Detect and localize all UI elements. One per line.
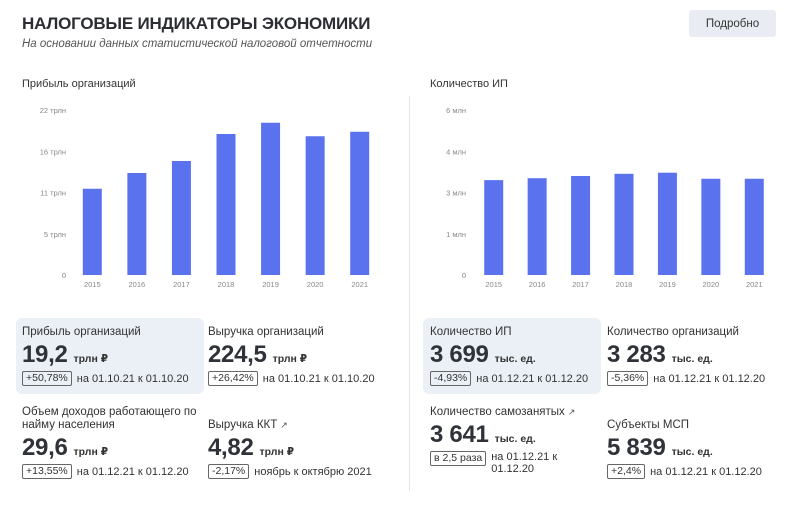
- bar-2017[interactable]: [571, 176, 591, 275]
- y-tick-label: 22 трлн: [40, 106, 66, 115]
- change-badge: +2,4%: [607, 464, 646, 479]
- x-tick-label: 2021: [351, 280, 368, 289]
- bar-2021[interactable]: [744, 178, 764, 275]
- x-tick-label: 2015: [485, 280, 502, 289]
- change-period: на 01.12.21 к 01.12.20: [491, 451, 558, 475]
- stat-revenue[interactable]: Выручка организаций 224,5 трлн ₽ +26,42%…: [208, 326, 403, 386]
- y-tick-label: 3 млн: [446, 189, 466, 198]
- ip-chart: Количество ИП 0 1 млн 3 млн 4 млн 6 млн 2015 2…: [430, 78, 785, 298]
- y-tick-label: 0: [462, 271, 466, 280]
- stat-label: Количество организаций: [607, 326, 739, 338]
- profit-chart-title: Прибыль организаций: [22, 78, 136, 90]
- bar-2016[interactable]: [527, 178, 547, 275]
- page-subtitle: На основании данных статистической налог…: [22, 38, 373, 50]
- change-period: на 01.10.21 к 01.10.20: [76, 372, 189, 385]
- stat-msp[interactable]: Субъекты МСП 5 839 тыс. ед. +2,4% на 01.…: [607, 419, 787, 479]
- bar-2021[interactable]: [350, 131, 370, 275]
- change-period: ноябрь к октябрю 2021: [254, 465, 372, 478]
- bar-2016[interactable]: [127, 173, 147, 275]
- stat-value: 5 839: [607, 434, 666, 461]
- stat-selfemployed[interactable]: Количество самозанятых ↗ 3 641 тыс. ед. в…: [430, 406, 600, 475]
- change-period: на 01.12.21 к 01.12.20: [476, 372, 589, 385]
- page-header: НАЛОГОВЫЕ ИНДИКАТОРЫ ЭКОНОМИКИ На основа…: [22, 14, 372, 50]
- stat-unit: трлн ₽: [259, 446, 295, 458]
- y-tick-label: 11 трлн: [40, 189, 66, 198]
- details-button[interactable]: Подробно: [689, 10, 776, 37]
- change-period: на 01.10.21 к 01.10.20: [262, 372, 375, 385]
- stat-value: 3 641: [430, 421, 489, 448]
- stat-label: Субъекты МСП: [607, 419, 690, 431]
- y-tick-label: 16 трлн: [40, 147, 66, 156]
- bar-2018[interactable]: [216, 134, 236, 275]
- stat-value: 224,5: [208, 341, 267, 368]
- change-period: на 01.12.21 к 01.12.20: [653, 372, 766, 385]
- ip-chart-title: Количество ИП: [430, 78, 508, 90]
- profit-chart: Прибыль организаций 0 5 трлн 11 трлн 16 трл…: [22, 78, 392, 298]
- y-tick-label: 1 млн: [446, 230, 466, 239]
- change-badge: в 2,5 раза: [430, 451, 487, 466]
- bar-2015[interactable]: [484, 180, 504, 275]
- x-tick-label: 2018: [616, 280, 633, 289]
- page-title: НАЛОГОВЫЕ ИНДИКАТОРЫ ЭКОНОМИКИ: [22, 14, 371, 33]
- stat-unit: трлн ₽: [272, 353, 308, 365]
- x-tick-label: 2020: [703, 280, 720, 289]
- change-badge: +26,42%: [208, 371, 258, 386]
- change-badge: +13,55%: [22, 464, 72, 479]
- stat-unit: тыс. ед.: [671, 446, 713, 458]
- bar-chart-svg: 0 5 трлн 11 трлн 16 трлн 22 трлн 2015 2016 2017…: [40, 106, 370, 289]
- x-tick-label: 2019: [262, 280, 279, 289]
- stat-unit: трлн ₽: [73, 446, 109, 458]
- external-link-icon[interactable]: ↗: [567, 407, 576, 417]
- change-badge: -4,93%: [430, 371, 472, 386]
- x-tick-label: 2017: [173, 280, 190, 289]
- stat-ip[interactable]: Количество ИП 3 699 тыс. ед. -4,93% на 0…: [423, 318, 601, 394]
- stat-value: 4,82: [208, 434, 254, 461]
- bar-chart-svg: 0 1 млн 3 млн 4 млн 6 млн 2015 2016 2017 2018 201…: [446, 106, 764, 289]
- change-badge: -2,17%: [208, 464, 250, 479]
- x-tick-label: 2018: [218, 280, 235, 289]
- stat-label: Количество самозанятых: [430, 406, 565, 418]
- stat-unit: тыс. ед.: [494, 353, 536, 365]
- stat-label: Выручка организаций: [208, 326, 324, 338]
- x-tick-label: 2016: [129, 280, 146, 289]
- stat-label: Количество ИП: [430, 326, 512, 338]
- stat-value: 19,2: [22, 341, 68, 368]
- bar-2018[interactable]: [614, 173, 634, 275]
- stat-unit: тыс. ед.: [671, 353, 713, 365]
- stat-value: 3 699: [430, 341, 489, 368]
- stat-profit[interactable]: Прибыль организаций 19,2 трлн ₽ +50,78% …: [16, 318, 204, 394]
- change-badge: -5,36%: [607, 371, 649, 386]
- stat-unit: тыс. ед.: [494, 433, 536, 445]
- y-tick-label: 4 млн: [446, 147, 466, 156]
- y-tick-label: 6 млн: [446, 106, 466, 115]
- column-divider: [409, 96, 410, 491]
- bar-2020[interactable]: [701, 178, 721, 275]
- x-tick-label: 2020: [307, 280, 324, 289]
- stat-income[interactable]: Объем доходов работающего по найму насел…: [22, 406, 202, 479]
- stat-label: Объем доходов работающего по найму насел…: [22, 406, 197, 431]
- y-tick-label: 0: [62, 271, 66, 280]
- x-tick-label: 2015: [84, 280, 101, 289]
- x-tick-label: 2016: [529, 280, 546, 289]
- x-tick-label: 2019: [659, 280, 676, 289]
- stat-label: Прибыль организаций: [22, 326, 141, 338]
- y-tick-label: 5 трлн: [44, 230, 66, 239]
- stat-label: Выручка ККТ: [208, 419, 278, 431]
- change-period: на 01.12.21 к 01.12.20: [650, 465, 762, 478]
- stat-orgs[interactable]: Количество организаций 3 283 тыс. ед. -5…: [607, 326, 787, 386]
- external-link-icon[interactable]: ↗: [280, 420, 288, 430]
- x-tick-label: 2021: [746, 280, 763, 289]
- bar-2017[interactable]: [171, 161, 191, 275]
- bar-2015[interactable]: [82, 188, 102, 275]
- bar-2019[interactable]: [261, 122, 281, 275]
- stat-kkt[interactable]: Выручка ККТ ↗ 4,82 трлн ₽ -2,17% ноябрь к…: [208, 419, 406, 479]
- change-badge: +50,78%: [22, 371, 72, 386]
- stat-value: 3 283: [607, 341, 666, 368]
- change-period: на 01.12.21 к 01.12.20: [76, 465, 189, 478]
- stat-unit: трлн ₽: [73, 353, 109, 365]
- bar-2019[interactable]: [657, 172, 677, 275]
- x-tick-label: 2017: [572, 280, 589, 289]
- stat-value: 29,6: [22, 434, 68, 461]
- bar-2020[interactable]: [305, 136, 325, 275]
